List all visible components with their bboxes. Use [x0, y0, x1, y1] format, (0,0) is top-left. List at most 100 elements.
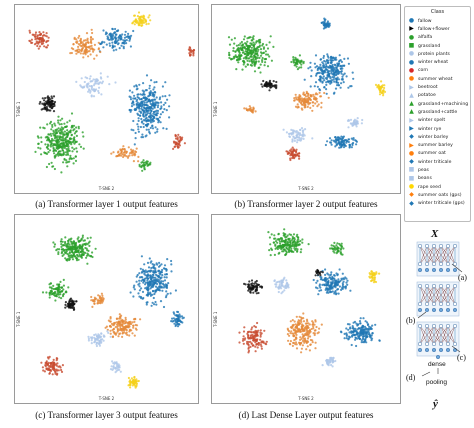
scatter-point — [347, 62, 350, 65]
scatter-point — [165, 290, 168, 293]
scatter-point — [166, 98, 169, 101]
scatter-point — [334, 286, 337, 289]
legend-marker: ● — [408, 66, 415, 74]
scatter-point — [155, 80, 158, 84]
scatter-point — [256, 321, 259, 325]
scatter-point — [288, 149, 291, 152]
attention-edge — [419, 245, 428, 265]
scatter-point — [298, 137, 301, 140]
legend-item: ◆ winter triticale (gps) — [405, 200, 470, 208]
scatter-point — [55, 132, 58, 135]
scatter-point — [309, 335, 312, 338]
scatter-point — [67, 306, 70, 309]
scatter-point — [284, 244, 287, 247]
scatter-point — [146, 123, 149, 126]
scatter-point — [132, 160, 135, 163]
scatter-point — [324, 68, 327, 71]
scatter-point — [132, 103, 135, 106]
x-axis-label-b: T-SNE 2 — [298, 186, 314, 191]
scatter-point — [127, 325, 130, 328]
architecture-svg: X (a) (b) (c) dense (d) pooling ŷ — [406, 228, 467, 410]
scatter-point — [298, 100, 301, 103]
scatter-point — [120, 150, 123, 153]
scatter-point — [158, 285, 161, 288]
scatter-point — [145, 161, 148, 164]
scatter-point — [116, 330, 119, 333]
scatter-point — [154, 291, 157, 294]
scatter-point — [338, 137, 342, 140]
scatter-point — [129, 386, 132, 389]
scatter-point — [319, 278, 322, 281]
scatter-point — [311, 109, 314, 112]
scatter-point — [148, 14, 151, 17]
scatter-point — [45, 40, 48, 44]
scatter-point — [322, 64, 325, 67]
pooling-label: pooling — [426, 379, 447, 386]
scatter-point — [329, 247, 332, 250]
scatter-point — [46, 145, 49, 149]
scatter-point — [248, 45, 251, 48]
scatter-point — [86, 243, 89, 246]
scatter-point — [313, 85, 316, 88]
scatter-point — [147, 291, 150, 294]
scatter-point — [325, 64, 328, 68]
scatter-point — [261, 56, 264, 60]
scatter-point — [294, 56, 297, 60]
scatter-point — [61, 295, 65, 298]
scatter-point — [147, 22, 150, 25]
scatter-point — [379, 88, 382, 91]
scatter-point — [278, 251, 281, 254]
scatter-point — [51, 373, 54, 376]
scatter-point — [293, 149, 296, 152]
scatter-point — [290, 60, 293, 64]
scatter-point — [47, 97, 50, 100]
scatter-point — [117, 324, 120, 327]
scatter-point — [88, 85, 91, 88]
scatter-point — [325, 24, 328, 28]
scatter-point — [145, 125, 148, 128]
scatter-point — [262, 79, 265, 83]
scatter-point — [355, 322, 358, 325]
scatter-point — [291, 129, 294, 132]
scatter-point — [168, 105, 171, 108]
scatter-point — [164, 296, 168, 299]
scatter-point — [125, 35, 128, 38]
legend-label: grassland+machining — [418, 101, 469, 107]
scatter-point — [75, 247, 78, 250]
scatter-point — [254, 48, 257, 52]
scatter-point — [348, 145, 351, 148]
scatter-point — [151, 281, 154, 284]
scatter-point — [106, 37, 109, 40]
scatter-point — [296, 68, 299, 71]
scatter-point — [323, 22, 326, 25]
scatter-point — [60, 238, 63, 241]
scatter-point — [46, 143, 49, 146]
scatter-point — [322, 56, 325, 60]
scatter-point — [315, 325, 318, 329]
scatter-point — [38, 45, 42, 48]
scatter-point — [370, 334, 373, 337]
scatter-point — [271, 85, 274, 88]
scatter-point — [93, 302, 96, 305]
scatter-point — [76, 249, 79, 252]
scatter-point — [123, 33, 127, 36]
scatter-point — [293, 237, 296, 240]
scatter-point — [291, 332, 294, 335]
scatter-point — [258, 38, 261, 42]
scatter-point — [295, 235, 298, 238]
scatter-point — [323, 283, 326, 286]
scatter-point — [41, 97, 44, 100]
scatter-point — [51, 367, 54, 371]
scatter-point — [57, 369, 60, 372]
legend-item: ● winter wheat — [405, 58, 470, 66]
scatter-point — [130, 148, 133, 151]
scatter-point — [241, 44, 244, 47]
scatter-point — [146, 274, 149, 277]
scatter-point — [304, 128, 307, 131]
scatter-point — [286, 248, 289, 251]
legend-label: grassland — [418, 43, 441, 49]
scatter-point — [50, 142, 53, 145]
scatter-point — [72, 124, 76, 127]
scatter-point — [341, 67, 344, 70]
scatter-point — [133, 14, 136, 17]
